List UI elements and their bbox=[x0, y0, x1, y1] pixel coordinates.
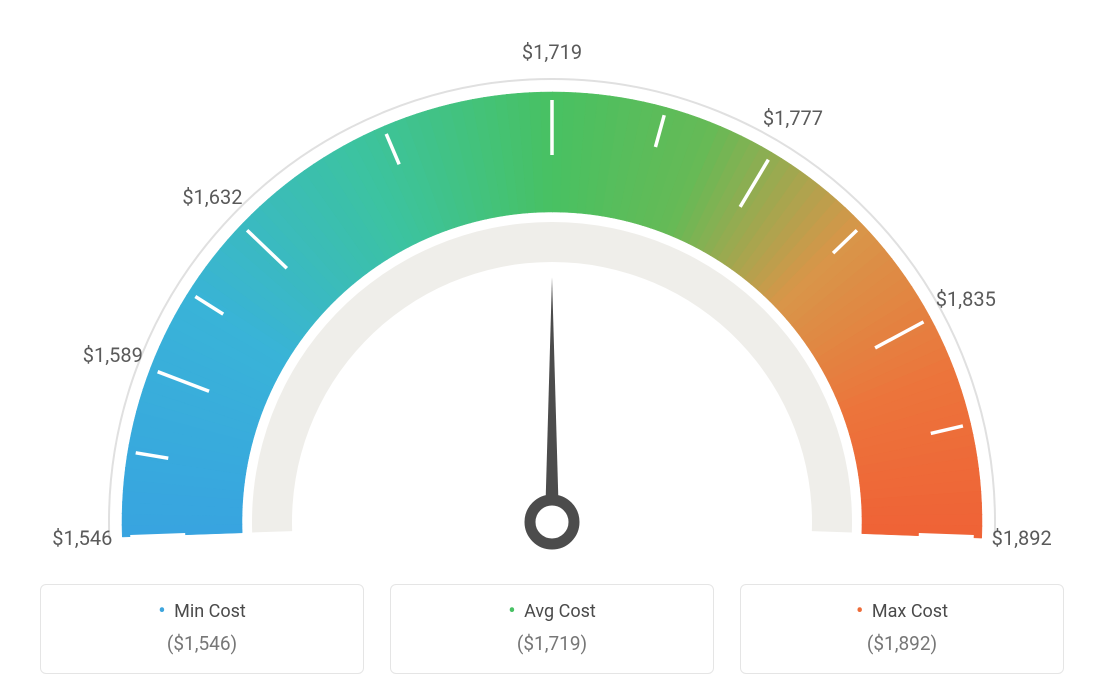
avg-cost-card: • Avg Cost ($1,719) bbox=[390, 584, 714, 674]
gauge-scale-label: $1,892 bbox=[992, 526, 1052, 550]
gauge-scale-label: $1,719 bbox=[522, 40, 582, 64]
gauge-scale-label: $1,835 bbox=[936, 287, 996, 311]
min-cost-title-text: Min Cost bbox=[174, 601, 246, 622]
avg-cost-title-text: Avg Cost bbox=[524, 601, 596, 622]
bullet-icon: • bbox=[508, 599, 515, 624]
bullet-icon: • bbox=[856, 599, 863, 624]
max-cost-title: • Max Cost bbox=[856, 601, 948, 622]
max-cost-title-text: Max Cost bbox=[872, 601, 948, 622]
gauge-svg bbox=[0, 0, 1104, 560]
min-cost-card: • Min Cost ($1,546) bbox=[40, 584, 364, 674]
gauge-scale-label: $1,777 bbox=[763, 106, 823, 130]
min-cost-value: ($1,546) bbox=[59, 632, 345, 655]
avg-cost-title: • Avg Cost bbox=[508, 601, 596, 622]
max-cost-value: ($1,892) bbox=[759, 632, 1045, 655]
gauge-chart: $1,546 $1,589 $1,632 $1,719 $1,777 $1,835 $1,8… bbox=[0, 0, 1104, 560]
min-cost-title: • Min Cost bbox=[158, 601, 246, 622]
avg-cost-value: ($1,719) bbox=[409, 632, 695, 655]
max-cost-card: • Max Cost ($1,892) bbox=[740, 584, 1064, 674]
gauge-scale-label: $1,589 bbox=[83, 343, 143, 367]
gauge-scale-label: $1,546 bbox=[52, 526, 112, 550]
gauge-scale-label: $1,632 bbox=[182, 185, 242, 209]
cost-cards-row: • Min Cost ($1,546) • Avg Cost ($1,719) … bbox=[0, 584, 1104, 674]
bullet-icon: • bbox=[158, 599, 165, 624]
